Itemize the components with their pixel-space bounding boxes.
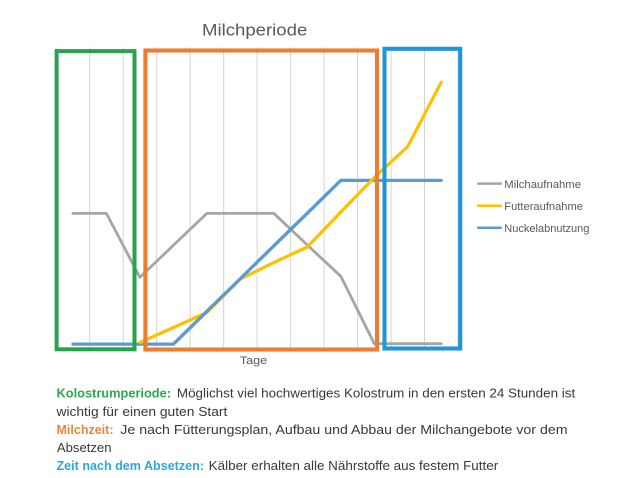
svg-text:Milchperiode: Milchperiode: [202, 22, 307, 40]
svg-text:Nuckelabnutzung: Nuckelabnutzung: [504, 223, 589, 235]
svg-text:Futteraufnahme: Futteraufnahme: [504, 201, 583, 213]
svg-text:Je nach Fütterungsplan, Aufbau: Je nach Fütterungsplan, Aufbau und Abbau…: [120, 422, 567, 437]
svg-text:Kolostrumperiode:: Kolostrumperiode:: [57, 385, 172, 400]
svg-text:Zeit nach dem Absetzen:: Zeit nach dem Absetzen:: [57, 458, 205, 473]
svg-text:Kälber erhalten alle Nährstoff: Kälber erhalten alle Nährstoffe aus fest…: [209, 458, 499, 473]
svg-text:Tage: Tage: [240, 355, 267, 367]
svg-text:Milchaufnahme: Milchaufnahme: [504, 179, 581, 191]
svg-text:Möglichst viel hochwertiges Ko: Möglichst viel hochwertiges Kolostrum in…: [177, 385, 576, 400]
svg-text:Absetzen: Absetzen: [57, 440, 112, 455]
svg-text:Milchzeit:: Milchzeit:: [57, 422, 114, 437]
svg-text:wichtig für einen guten Start: wichtig für einen guten Start: [55, 404, 227, 419]
